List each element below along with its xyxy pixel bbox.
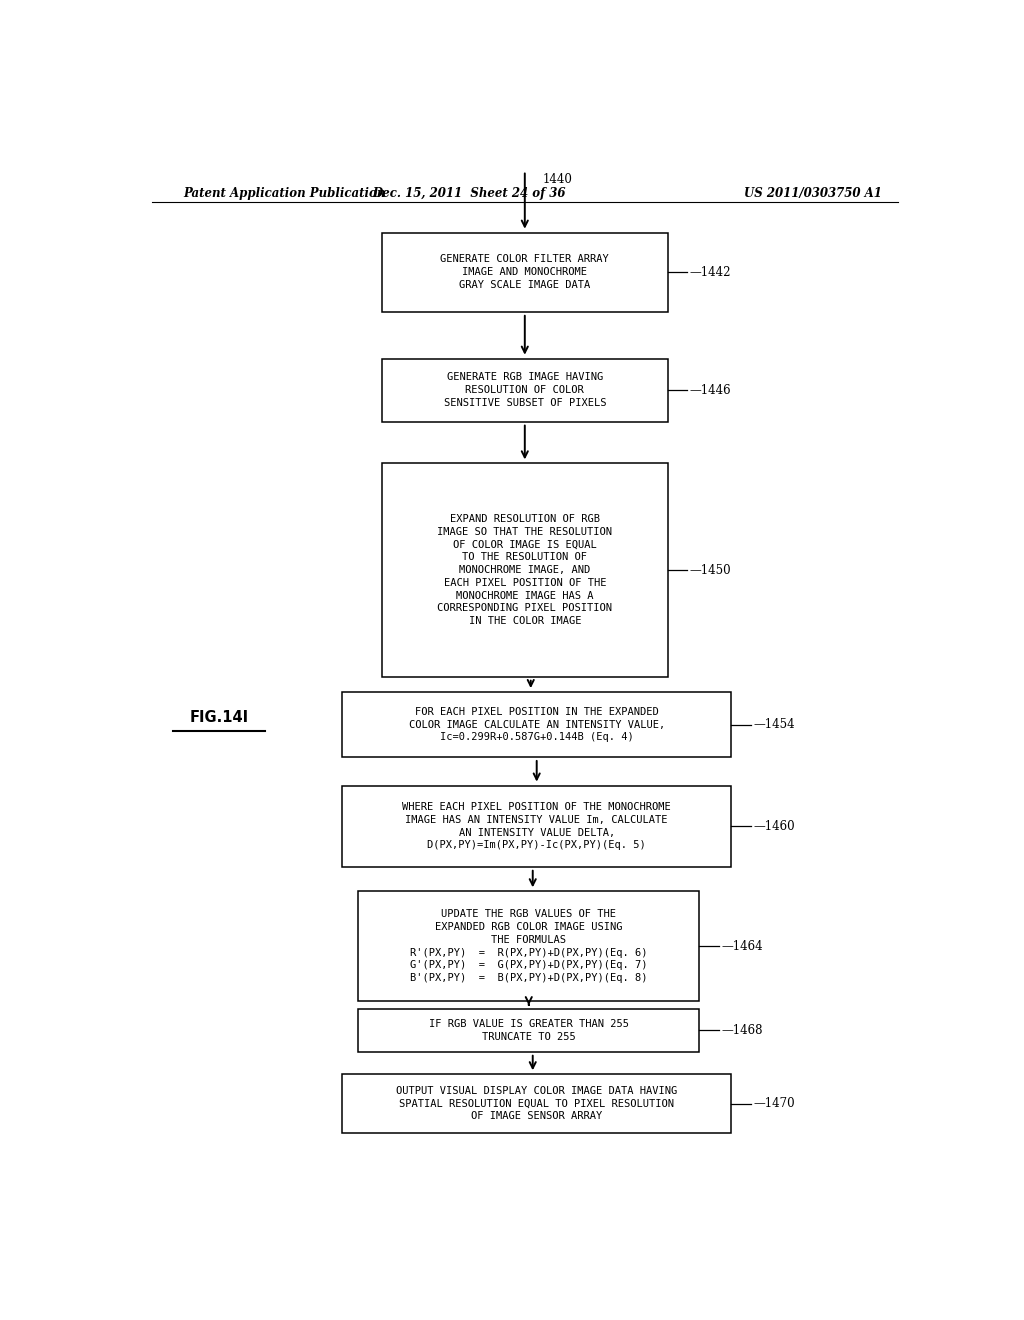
Text: US 2011/0303750 A1: US 2011/0303750 A1 [744,187,882,201]
Text: EXPAND RESOLUTION OF RGB
IMAGE SO THAT THE RESOLUTION
OF COLOR IMAGE IS EQUAL
TO: EXPAND RESOLUTION OF RGB IMAGE SO THAT T… [437,513,612,626]
Text: —1442: —1442 [690,265,731,279]
Text: 1440: 1440 [543,173,572,186]
Bar [382,463,668,677]
Text: FIG.14I: FIG.14I [189,710,249,725]
Text: GENERATE RGB IMAGE HAVING
RESOLUTION OF COLOR
SENSITIVE SUBSET OF PIXELS: GENERATE RGB IMAGE HAVING RESOLUTION OF … [443,372,606,408]
Text: UPDATE THE RGB VALUES OF THE
EXPANDED RGB COLOR IMAGE USING
THE FORMULAS
R'(PX,P: UPDATE THE RGB VALUES OF THE EXPANDED RG… [410,909,647,983]
Text: —1464: —1464 [722,940,763,953]
Text: GENERATE COLOR FILTER ARRAY
IMAGE AND MONOCHROME
GRAY SCALE IMAGE DATA: GENERATE COLOR FILTER ARRAY IMAGE AND MO… [440,255,609,290]
Bar [342,692,731,758]
Text: WHERE EACH PIXEL POSITION OF THE MONOCHROME
IMAGE HAS AN INTENSITY VALUE Im, CAL: WHERE EACH PIXEL POSITION OF THE MONOCHR… [402,803,671,850]
Text: Dec. 15, 2011  Sheet 24 of 36: Dec. 15, 2011 Sheet 24 of 36 [373,187,566,201]
Bar [342,785,731,867]
Text: —1446: —1446 [690,384,731,396]
Text: —1468: —1468 [722,1024,763,1038]
Bar [382,359,668,421]
Bar [382,232,668,312]
Text: —1450: —1450 [690,564,731,577]
Text: Patent Application Publication: Patent Application Publication [183,187,386,201]
Text: —1460: —1460 [754,820,795,833]
Bar [358,891,699,1001]
Text: —1454: —1454 [754,718,795,731]
Text: OUTPUT VISUAL DISPLAY COLOR IMAGE DATA HAVING
SPATIAL RESOLUTION EQUAL TO PIXEL : OUTPUT VISUAL DISPLAY COLOR IMAGE DATA H… [396,1086,677,1122]
Bar [358,1008,699,1052]
Bar [342,1074,731,1133]
Text: FOR EACH PIXEL POSITION IN THE EXPANDED
COLOR IMAGE CALCULATE AN INTENSITY VALUE: FOR EACH PIXEL POSITION IN THE EXPANDED … [409,706,665,742]
Text: —1470: —1470 [754,1097,795,1110]
Text: IF RGB VALUE IS GREATER THAN 255
TRUNCATE TO 255: IF RGB VALUE IS GREATER THAN 255 TRUNCAT… [429,1019,629,1041]
